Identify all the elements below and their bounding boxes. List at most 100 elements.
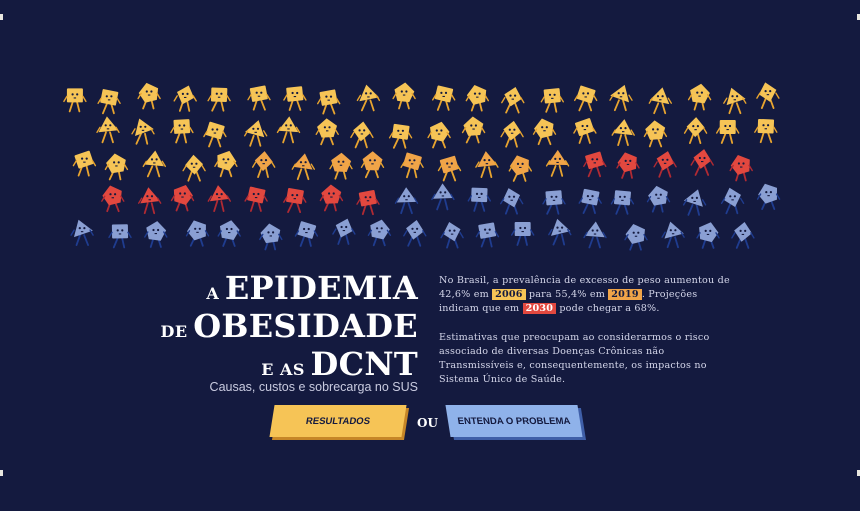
walking-figure-icon	[437, 155, 462, 182]
title-word-epidemia: EPIDEMIA	[224, 269, 418, 307]
walking-figure-icon	[394, 187, 419, 215]
walking-figure-icon	[247, 85, 271, 111]
problem-button-face[interactable]: ENTENDA O PROBLEMA	[445, 405, 583, 437]
intro-text-span: para 55,4% em	[528, 289, 606, 301]
year-badge-2019: 2019	[608, 289, 642, 301]
walking-figure-icon	[475, 151, 499, 179]
walking-figure-icon	[653, 151, 677, 178]
walking-figure-icon	[583, 151, 607, 178]
walking-figure-icon	[545, 149, 570, 177]
walking-figure-icon	[142, 150, 167, 178]
walking-figure-icon	[574, 85, 598, 112]
results-button-face[interactable]: RESULTADOS	[269, 405, 407, 437]
walking-figure-icon	[754, 118, 778, 144]
title-article: A	[206, 284, 220, 303]
walking-figure-icon	[207, 87, 231, 112]
intro-text-span: . Projeções indicam que em	[439, 289, 698, 315]
walking-figure-icon	[624, 224, 648, 251]
walking-figure-icon	[532, 118, 557, 146]
walking-figure-icon	[682, 189, 707, 216]
walking-figure-icon	[243, 120, 268, 147]
walking-figure-icon	[731, 222, 755, 249]
walking-figure-icon	[475, 222, 500, 248]
walking-figure-icon	[173, 85, 197, 112]
walking-figure-icon	[104, 153, 129, 181]
walking-figure-icon	[96, 116, 120, 144]
walking-figure-icon	[690, 149, 714, 176]
walking-figure-icon	[500, 120, 524, 148]
walking-figure-icon	[696, 222, 720, 249]
walking-figure-icon	[643, 120, 668, 148]
walking-figure-icon	[356, 84, 381, 112]
walking-figure-icon	[648, 87, 672, 115]
walking-figure-icon	[661, 221, 685, 249]
walking-figure-icon	[259, 223, 283, 251]
walking-figure-icon	[461, 116, 486, 144]
walking-figure-icon	[214, 150, 238, 178]
walking-figure-icon	[131, 118, 155, 145]
walking-figure-icon	[756, 82, 780, 109]
title-line-1: A EPIDEMIA	[150, 272, 418, 304]
results-button[interactable]: RESULTADOS	[269, 405, 407, 437]
intro-text-span: No Brasil, a prevalência de excesso de p…	[439, 275, 730, 301]
walking-figure-icon	[283, 188, 307, 214]
walking-figure-icon	[350, 121, 374, 149]
walking-figure-icon	[508, 155, 532, 182]
walking-figure-icon	[646, 185, 671, 213]
intro-paragraph-2: Estimativas que preocupam ao considerarm…	[439, 331, 710, 386]
walking-figure-icon	[578, 188, 602, 215]
walking-figure-icon	[440, 221, 464, 249]
walking-figure-icon	[609, 84, 633, 112]
walking-figure-icon	[294, 221, 319, 247]
walking-figure-icon	[392, 82, 416, 110]
walking-figure-icon	[319, 184, 344, 212]
walking-figure-icon	[185, 220, 210, 247]
results-button-label[interactable]: RESULTADOS	[305, 415, 371, 427]
title-line-3: E AS DCNT	[150, 348, 418, 380]
walking-figure-icon	[360, 151, 385, 179]
walking-figure-icon	[97, 89, 121, 115]
intro-text: No Brasil, a prevalência de excesso de p…	[439, 274, 739, 401]
walking-figure-icon	[388, 123, 413, 149]
corner-mark	[857, 470, 860, 476]
walking-figure-icon	[542, 190, 566, 215]
walking-figure-icon	[244, 186, 268, 212]
intro-text-span: pode chegar a 68%.	[559, 303, 660, 315]
walking-figure-icon	[72, 150, 97, 177]
title-conjunction: E AS	[261, 360, 305, 379]
hero-subtitle: Causas, custos e sobrecarga no SUS	[209, 380, 418, 394]
walking-figure-icon	[356, 189, 380, 216]
walking-figure-icon	[427, 121, 451, 149]
problem-button-label[interactable]: ENTENDA O PROBLEMA	[456, 415, 572, 427]
walking-figure-icon	[500, 188, 524, 215]
walking-figure-icon	[431, 183, 455, 211]
walking-figure-icon	[611, 119, 635, 147]
walking-figure-icon	[170, 119, 194, 144]
year-badge-2006: 2006	[492, 289, 526, 301]
title-line-2: DE OBESIDADE	[150, 310, 418, 342]
corner-mark	[0, 14, 3, 20]
year-badge-2030: 2030	[522, 303, 557, 315]
walking-figure-icon	[756, 183, 781, 211]
or-separator: OU	[417, 416, 438, 430]
walking-figure-icon	[276, 116, 301, 144]
walking-figure-icon	[716, 119, 740, 144]
walking-figure-icon	[252, 151, 276, 179]
walking-figure-icon	[573, 118, 597, 144]
walking-figure-icon	[207, 185, 232, 213]
walking-figure-icon	[720, 187, 745, 215]
title-word-obesidade: OBESIDADE	[193, 307, 418, 345]
understand-problem-button[interactable]: ENTENDA O PROBLEMA	[445, 405, 583, 437]
walking-figure-icon	[540, 88, 564, 113]
walking-figure-icon	[329, 152, 353, 180]
walking-figure-icon	[683, 117, 708, 145]
walking-figure-icon	[315, 118, 339, 146]
walking-figure-icon	[723, 87, 747, 115]
walking-figure-icon	[70, 219, 94, 247]
walking-figure-icon	[548, 218, 572, 246]
walking-figure-icon	[511, 221, 535, 246]
walking-figure-icon	[217, 220, 241, 247]
walking-figure-icon	[367, 219, 392, 247]
walking-figure-icon	[332, 218, 356, 245]
walking-figure-icon	[63, 88, 87, 113]
